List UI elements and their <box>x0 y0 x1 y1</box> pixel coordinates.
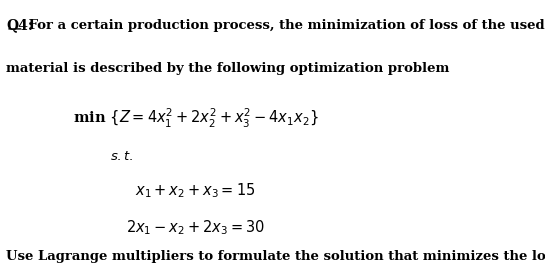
Text: $x_1 + x_2 + x_3 = 15$: $x_1 + x_2 + x_3 = 15$ <box>135 181 256 200</box>
Text: material is described by the following optimization problem: material is described by the following o… <box>6 62 450 75</box>
Text: min $\{Z = 4x_1^2 + 2x_2^2 + x_3^2 - 4x_1x_2\}$: min $\{Z = 4x_1^2 + 2x_2^2 + x_3^2 - 4x_… <box>72 107 318 131</box>
Text: $s.t.$: $s.t.$ <box>110 150 134 163</box>
Text: Q4:: Q4: <box>6 18 33 33</box>
Text: $2x_1 - x_2 + 2x_3 = 30$: $2x_1 - x_2 + 2x_3 = 30$ <box>126 218 265 237</box>
Text: For a certain production process, the minimization of loss of the used raw: For a certain production process, the mi… <box>23 18 545 32</box>
Text: Use Lagrange multipliers to formulate the solution that minimizes the loss.: Use Lagrange multipliers to formulate th… <box>6 250 545 263</box>
